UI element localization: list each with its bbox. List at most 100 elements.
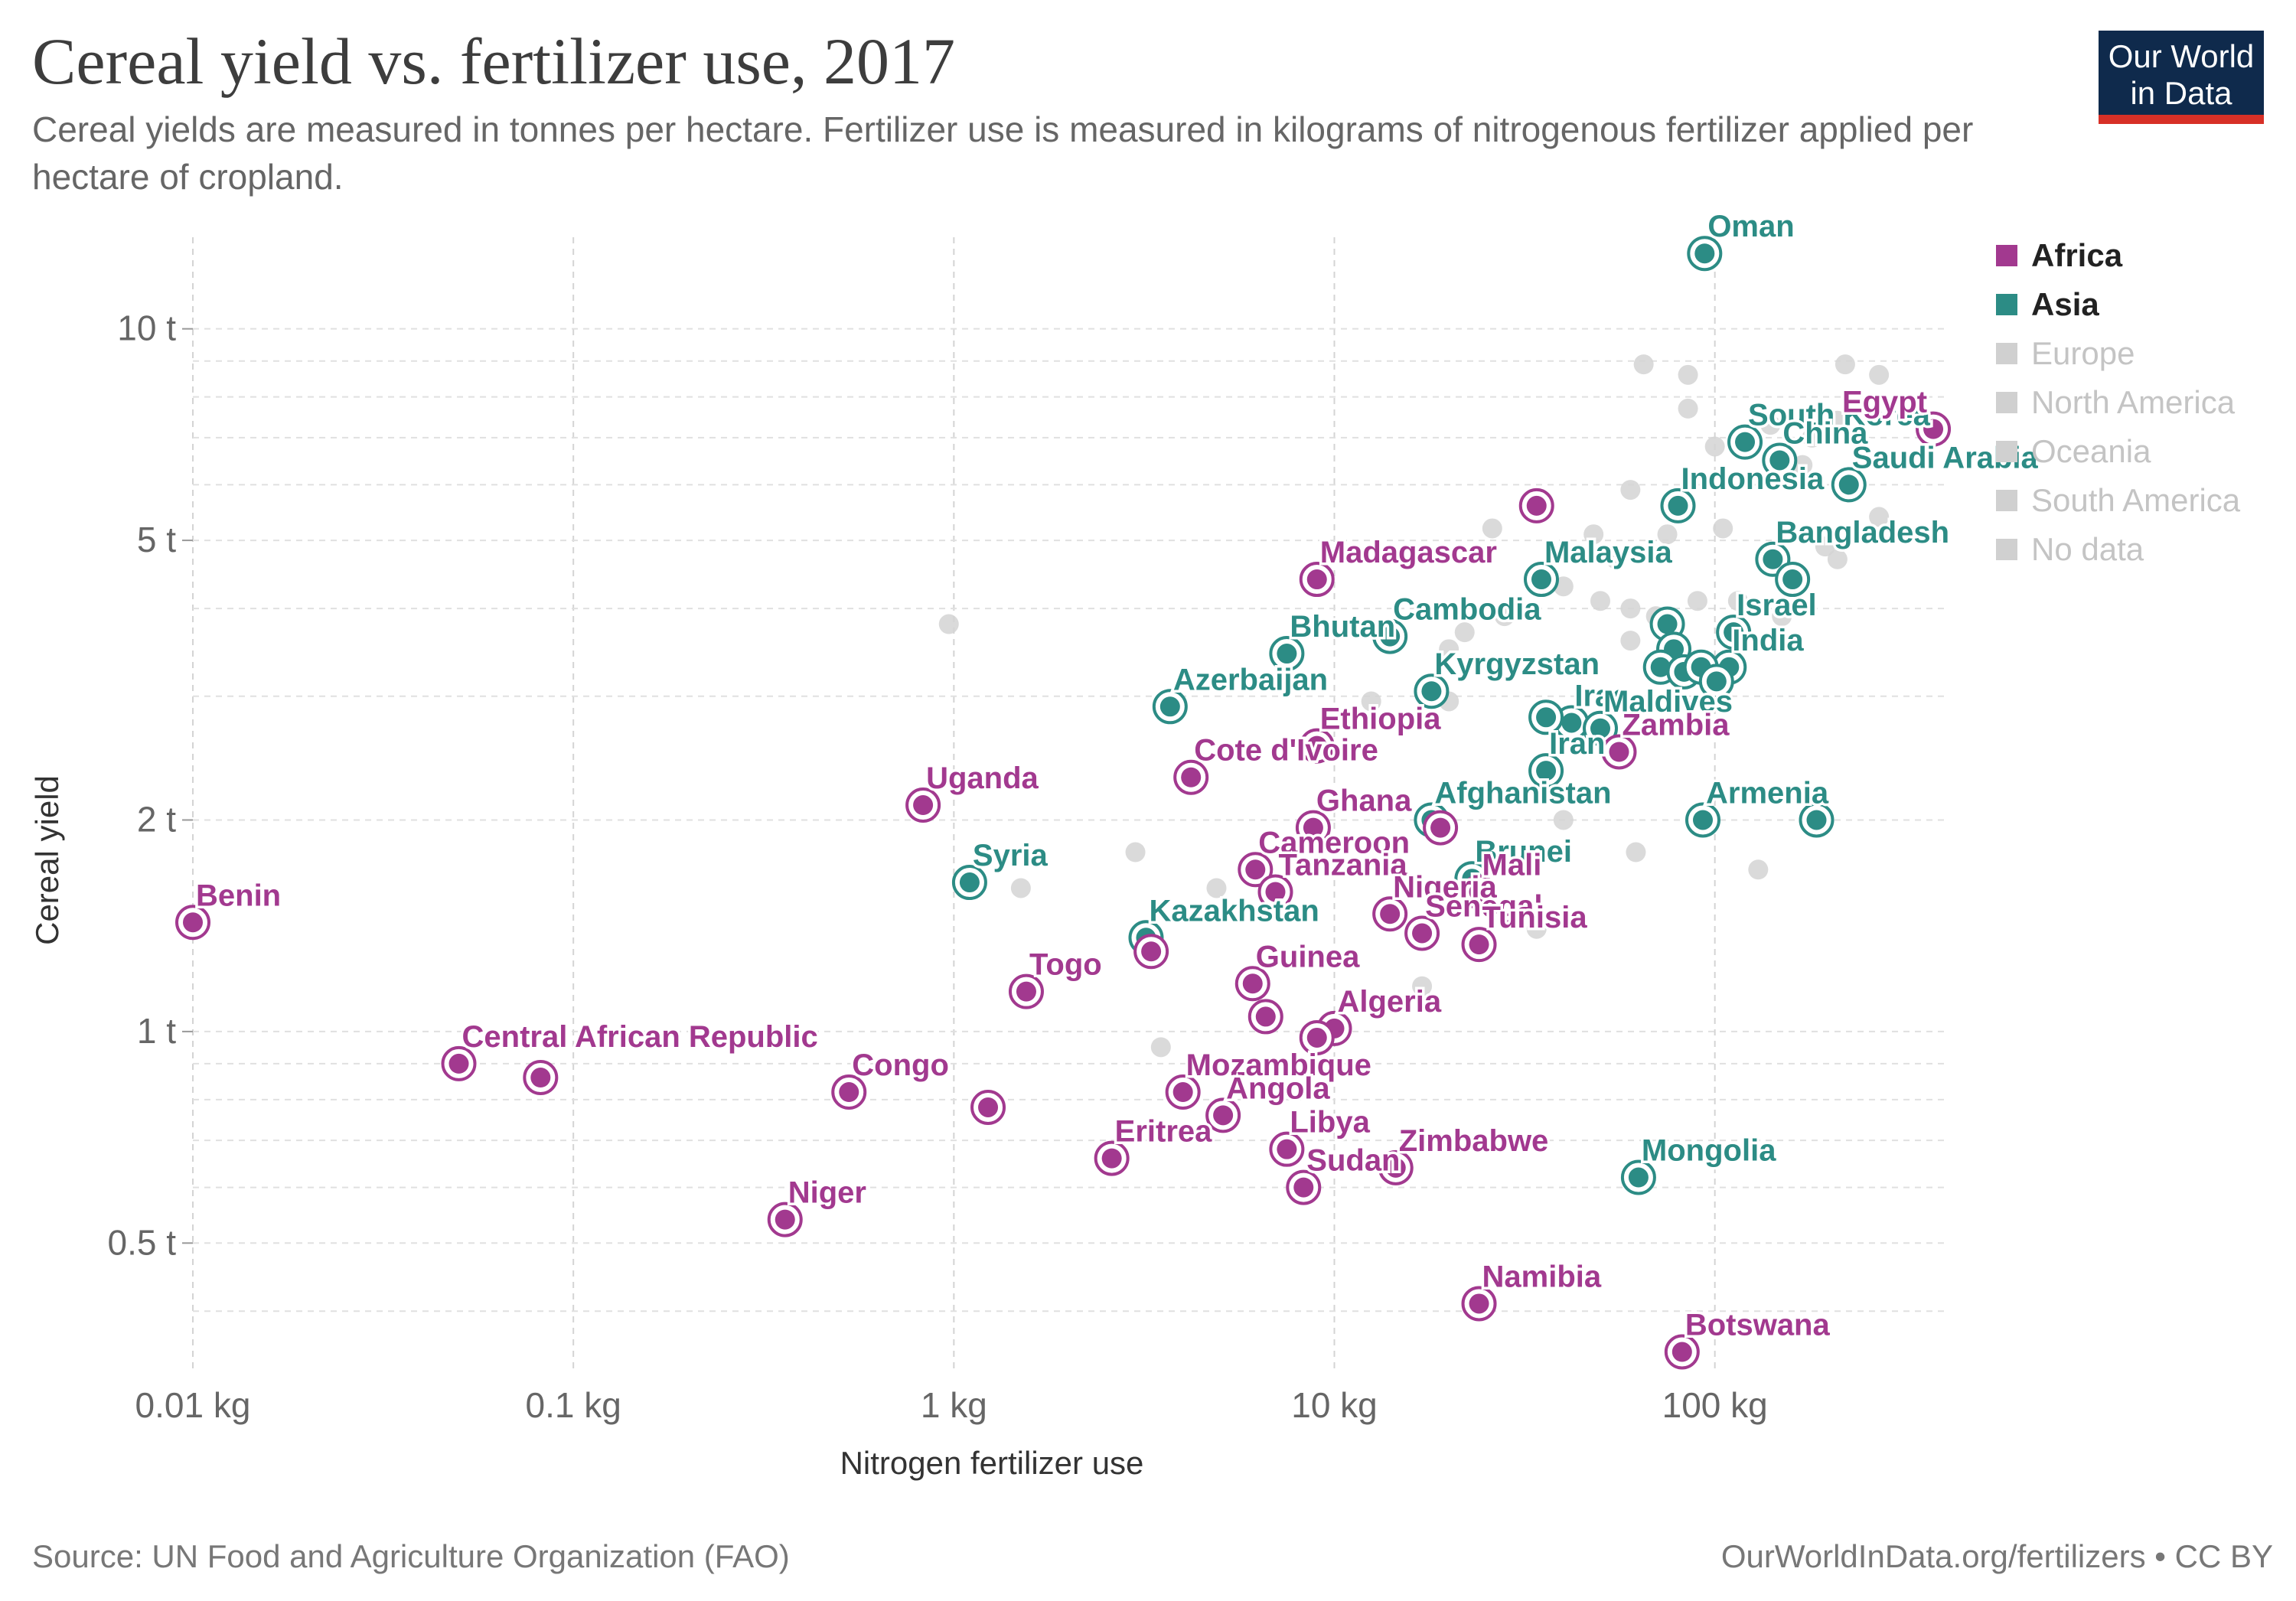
y-tick-label: 0.5 t — [107, 1222, 176, 1262]
data-point-other — [1583, 524, 1604, 545]
data-point-other — [1606, 549, 1626, 569]
data-point-asia — [1806, 810, 1827, 830]
legend-item-europe[interactable]: Europe — [1996, 329, 2240, 378]
data-point-other — [1802, 427, 1822, 448]
data-label: Zimbabwe — [1399, 1124, 1549, 1158]
legend-label: No data — [2031, 531, 2144, 567]
legend-swatch — [1996, 294, 2017, 315]
data-point-other — [1361, 691, 1381, 712]
data-point-asia — [1668, 495, 1688, 516]
data-label: Afghanistan — [1434, 776, 1611, 810]
data-point-asia — [1693, 810, 1714, 830]
data-label: Guinea — [1256, 940, 1360, 973]
data-point-africa — [1469, 1293, 1489, 1314]
data-point-asia — [959, 872, 980, 893]
data-point-asia — [1735, 432, 1756, 452]
data-point-other — [938, 614, 959, 634]
y-axis-title: Cereal yield — [29, 775, 65, 945]
data-point-africa — [1526, 495, 1547, 516]
legend-item-no-data[interactable]: No data — [1996, 525, 2240, 574]
data-point-asia — [1769, 450, 1790, 471]
data-point-other — [1827, 549, 1848, 569]
data-point-asia — [1628, 1167, 1649, 1188]
legend-label: South America — [2031, 482, 2241, 518]
legend-label: Asia — [2031, 286, 2099, 322]
data-point-africa — [1265, 882, 1286, 902]
chart-subtitle: Cereal yields are measured in tonnes per… — [32, 109, 1974, 197]
data-point-africa — [1306, 735, 1327, 756]
data-point-other — [1206, 878, 1227, 898]
data-point-other — [1590, 591, 1611, 611]
data-point-africa — [1303, 817, 1323, 838]
data-point-asia — [1277, 644, 1297, 664]
legend-label: North America — [2031, 384, 2236, 420]
data-point-africa — [1213, 1105, 1234, 1126]
data-point-other — [1626, 842, 1646, 862]
legend-item-asia[interactable]: Asia — [1996, 280, 2240, 329]
data-point-africa — [1181, 767, 1202, 787]
data-point-africa — [1671, 1342, 1692, 1362]
data-point-other — [1827, 410, 1848, 431]
legend: Africa Asia Europe North America Oceania Sout… — [1996, 231, 2240, 574]
data-point-africa — [913, 795, 934, 816]
data-point-africa — [1306, 1027, 1327, 1048]
data-point-asia — [1590, 718, 1611, 739]
chart-title: Cereal yield vs. fertilizer use, 2017 — [32, 24, 955, 98]
data-label: South Korea — [1748, 399, 1931, 432]
axes: Nitrogen fertilizer use Cereal yield 0.0… — [29, 308, 1768, 1481]
data-point-africa — [183, 912, 203, 933]
data-point-asia — [1536, 761, 1557, 781]
data-label: Azerbaijan — [1173, 663, 1328, 696]
data-label: Angola — [1226, 1071, 1330, 1105]
x-tick-label: 10 kg — [1291, 1385, 1378, 1425]
data-point-africa — [1469, 882, 1489, 902]
data-point-other — [1482, 518, 1502, 539]
legend-label: Europe — [2031, 335, 2135, 371]
data-point-africa — [1255, 1006, 1276, 1027]
data-label: Kyrgyzstan — [1434, 647, 1600, 681]
data-label: Kazakhstan — [1149, 894, 1319, 928]
data-label: China — [1782, 416, 1868, 450]
data-label: Namibia — [1482, 1260, 1602, 1293]
x-tick-label: 0.01 kg — [135, 1385, 251, 1425]
data-label: Algeria — [1338, 985, 1442, 1019]
data-point-other — [1620, 631, 1641, 651]
y-tick-label: 2 t — [137, 799, 176, 839]
data-point-africa — [1469, 934, 1489, 955]
data-point-asia — [1694, 243, 1715, 264]
legend-swatch — [1996, 441, 2017, 462]
data-point-africa — [1242, 973, 1263, 994]
data-label: Madagascar — [1320, 536, 1497, 569]
data-label: Armenia — [1706, 776, 1829, 810]
logo-line-2: in Data — [2130, 75, 2232, 111]
data-point-africa — [775, 1209, 795, 1230]
data-label: Eritrea — [1115, 1115, 1212, 1149]
data-point-other — [1454, 622, 1475, 643]
data-point-other — [1713, 518, 1733, 539]
legend-item-south-america[interactable]: South America — [1996, 476, 2240, 525]
legend-item-north-america[interactable]: North America — [1996, 378, 2240, 427]
data-point-africa — [1385, 1157, 1406, 1178]
data-label: Egypt — [1842, 386, 1927, 419]
legend-item-oceania[interactable]: Oceania — [1996, 427, 2240, 476]
x-tick-label: 0.1 kg — [526, 1385, 621, 1425]
data-label: Iraq — [1574, 679, 1630, 712]
license-link[interactable]: OurWorldInData.org/fertilizers • CC BY — [1720, 1538, 2273, 1574]
data-label: Botswana — [1685, 1309, 1831, 1342]
x-axis-title: Nitrogen fertilizer use — [840, 1445, 1144, 1481]
owid-logo[interactable]: Our World in Data — [2099, 31, 2264, 124]
data-point-asia — [1531, 569, 1551, 590]
data-label: Benin — [196, 879, 281, 912]
data-point-asia — [1782, 569, 1803, 590]
data-point-africa — [1430, 817, 1451, 838]
data-point-other — [1748, 859, 1769, 880]
data-label: Senegal — [1425, 889, 1542, 923]
data-point-other — [1125, 842, 1146, 862]
legend-label: Oceania — [2031, 433, 2151, 469]
data-label: Sudan — [1306, 1144, 1400, 1178]
data-label: Central African Republic — [462, 1020, 818, 1054]
legend-item-africa[interactable]: Africa — [1996, 231, 2240, 280]
data-label: Zambia — [1622, 708, 1730, 742]
data-point-other — [1494, 606, 1515, 627]
data-label: Togo — [1029, 948, 1102, 982]
